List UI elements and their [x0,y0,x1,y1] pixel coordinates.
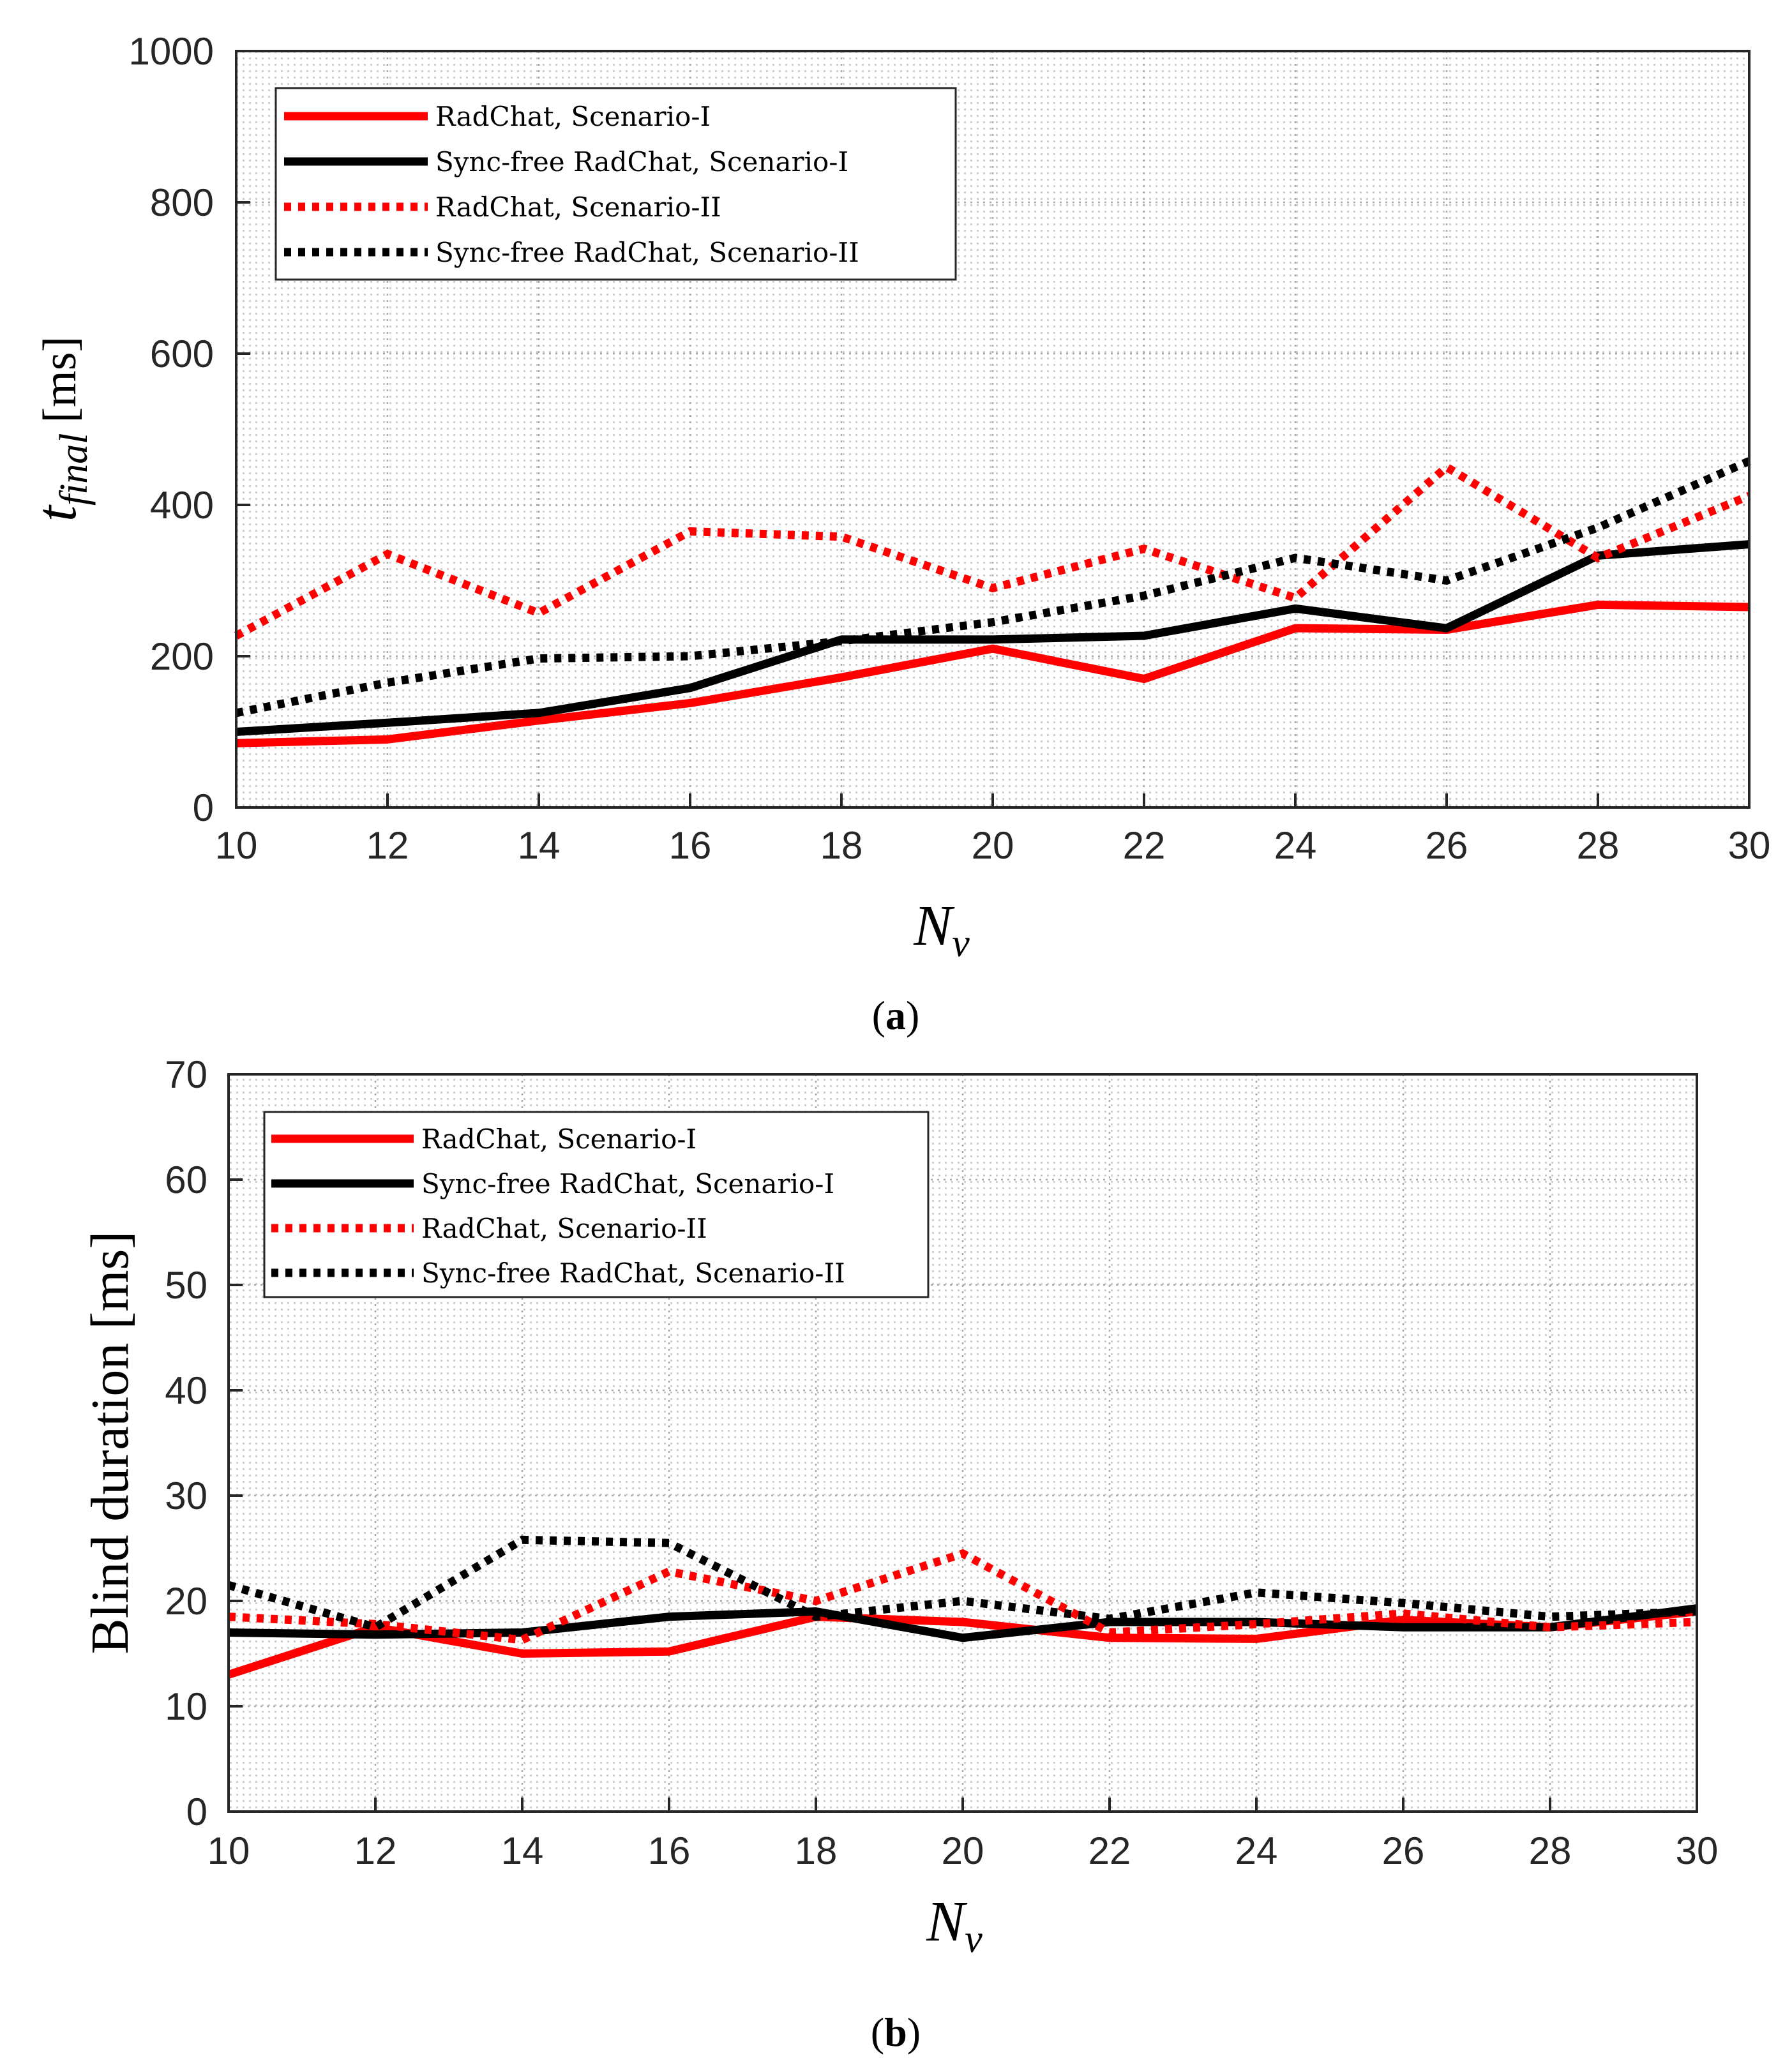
y-tick-label: 0 [193,786,214,829]
legend-label: Sync-free RadChat, Scenario-I [421,1168,834,1199]
legend: RadChat, Scenario-I Sync-free RadChat, Sc… [263,1111,930,1298]
series-line-3 [228,1549,1698,1644]
x-tick-label: 18 [820,824,863,867]
y-axis-subscript: final [52,433,96,506]
x-tick-label: 16 [648,1829,691,1872]
x-tick-label: 26 [1382,1829,1425,1872]
x-tick-label: 14 [518,824,561,867]
y-tick-label: 400 [150,484,214,527]
x-tick-label: 18 [795,1829,838,1872]
x-tick-label: 20 [942,1829,984,1872]
x-tick-label: 30 [1728,824,1771,867]
chart-a: 10 12 14 16 18 20 22 24 26 28 3002004006008001000 … [25,30,1770,1038]
legend-label: RadChat, Scenario-II [435,191,721,223]
y-tick-label: 30 [165,1475,207,1517]
x-tick-label: 12 [366,824,409,867]
legend-label: Sync-free RadChat, Scenario-I [435,146,848,177]
y-axis-unit: [ms] [34,336,86,423]
y-tick-label: 0 [186,1791,207,1833]
y-tick-label: 800 [150,181,214,224]
caption-b-label: b [884,2009,907,2055]
x-tick-label: 24 [1235,1829,1278,1872]
x-axis-symbol: N [926,1890,968,1953]
x-tick-label: 28 [1529,1829,1572,1872]
legend-label: RadChat, Scenario-II [421,1213,707,1244]
y-tick-label: 40 [165,1369,207,1412]
legend-label: RadChat, Scenario-I [421,1123,696,1155]
x-tick-label: 10 [207,1829,250,1872]
x-tick-label: 24 [1274,824,1317,867]
x-tick-label: 30 [1676,1829,1719,1872]
x-tick-label: 16 [669,824,712,867]
legend-label: Sync-free RadChat, Scenario-II [435,237,859,268]
series-line-1 [236,600,1750,747]
x-tick-label: 10 [215,824,258,867]
y-axis-title: Blind duration [ms] [80,1231,140,1655]
x-tick-label: 22 [1123,824,1166,867]
x-axis-subscript: v [965,1918,983,1961]
x-tick-label: 28 [1577,824,1620,867]
caption-a: (a) [872,993,920,1038]
legend-label: RadChat, Scenario-I [435,101,711,132]
x-tick-label: 12 [354,1829,397,1872]
y-tick-label: 600 [150,333,214,375]
legend: RadChat, Scenario-I Sync-free RadChat, Sc… [275,87,957,281]
y-tick-label: 50 [165,1264,207,1307]
x-tick-label: 20 [972,824,1014,867]
caption-b: (b) [871,2009,921,2055]
y-tick-label: 20 [165,1580,207,1623]
series-line-2 [236,540,1750,736]
x-tick-label: 14 [501,1829,544,1872]
y-axis-symbol: t [25,504,88,522]
y-tick-label: 60 [165,1159,207,1201]
y-tick-label: 1000 [129,30,214,73]
y-tick-label: 200 [150,635,214,678]
series-group [227,1535,1698,1679]
series-line-4 [235,457,1751,717]
x-tick-label: 22 [1088,1829,1131,1872]
x-axis-symbol: N [913,894,955,957]
legend-label: Sync-free RadChat, Scenario-II [421,1258,845,1289]
series-group [234,457,1751,747]
x-tick-label: 26 [1426,824,1468,867]
y-axis-title: tfinal [ms] [25,336,96,522]
x-axis-subscript: v [952,922,970,965]
y-tick-label: 70 [165,1053,207,1096]
ticks: 10 12 14 16 18 20 22 24 26 28 30 0 200 400 600 800 1000 [129,30,1771,867]
series-line-3 [234,462,1751,640]
x-axis-title: Nv [926,1890,983,1961]
y-tick-label: 10 [165,1685,207,1728]
x-axis-title: Nv [913,894,970,965]
caption-a-label: a [885,993,906,1038]
series-line-1 [227,1607,1698,1679]
